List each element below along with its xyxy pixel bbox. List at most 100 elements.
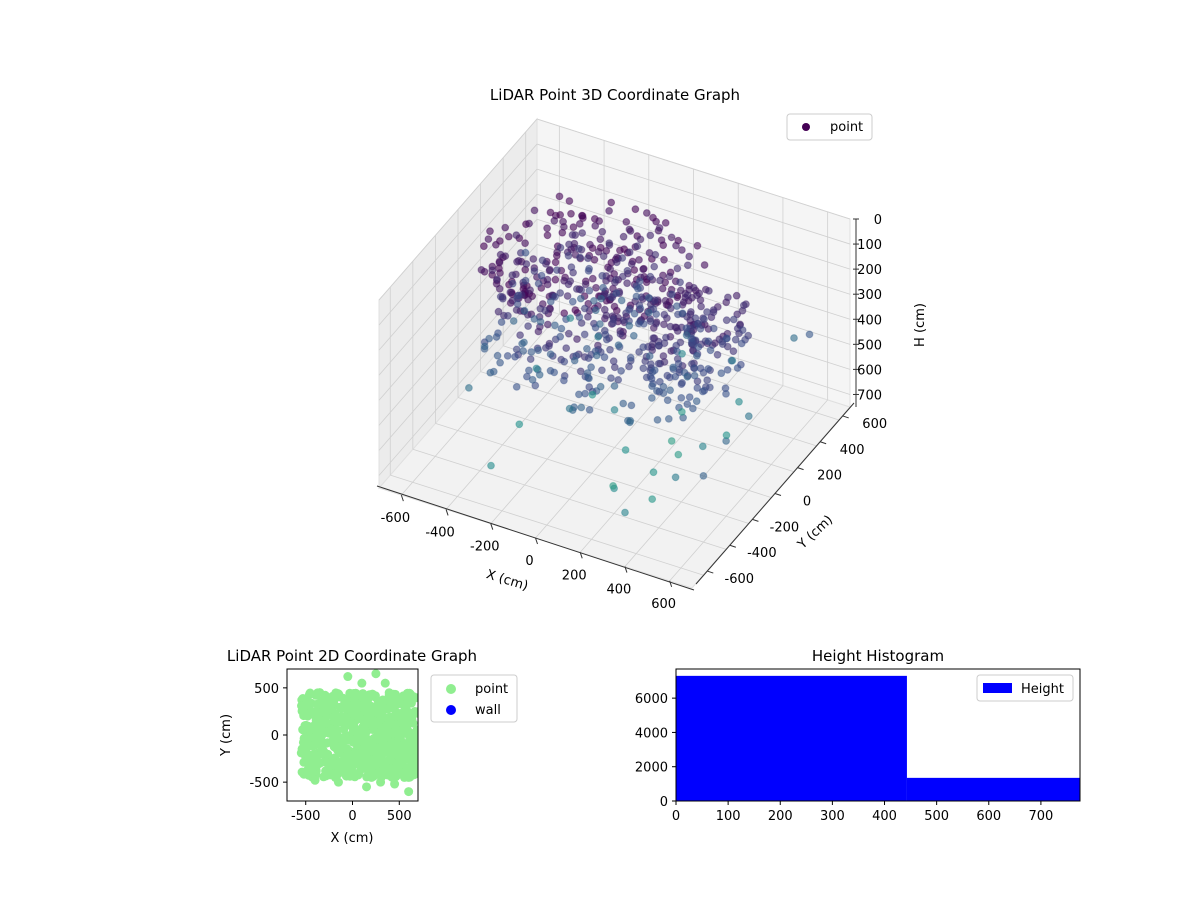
data-point <box>594 332 602 341</box>
data-point <box>321 718 331 728</box>
y-tick <box>842 415 849 419</box>
data-point <box>578 229 587 237</box>
data-point <box>357 678 367 688</box>
data-point <box>567 209 575 218</box>
data-point <box>635 256 643 264</box>
data-point <box>620 245 629 254</box>
data-point <box>713 350 722 359</box>
data-point <box>501 223 510 232</box>
data-point <box>298 725 308 735</box>
x-tick-label: 0 <box>348 809 356 824</box>
x-tick-label: 300 <box>820 809 845 824</box>
h-tick-label: 300 <box>857 288 882 303</box>
data-point <box>560 357 569 366</box>
data-point <box>379 712 389 722</box>
data-point <box>584 254 592 263</box>
data-point <box>619 232 628 241</box>
x-tick-label: 400 <box>607 583 632 598</box>
data-point <box>639 343 648 352</box>
data-point <box>599 283 607 292</box>
data-point <box>594 247 603 256</box>
data-point <box>496 250 505 259</box>
y-tick <box>729 544 737 548</box>
data-point <box>697 302 705 311</box>
data-point <box>666 322 675 331</box>
gridline-h <box>378 143 538 326</box>
data-point <box>330 741 340 751</box>
data-point <box>625 305 633 314</box>
data-point <box>659 352 668 360</box>
data-point <box>377 734 387 744</box>
gridline-y <box>457 397 772 498</box>
data-point <box>560 376 568 385</box>
data-point <box>706 346 715 355</box>
data-point <box>583 344 591 353</box>
data-point <box>723 366 732 374</box>
y-tick-label: 0 <box>660 795 668 810</box>
data-point <box>395 732 405 742</box>
data-point <box>683 372 692 381</box>
data-point <box>526 286 534 295</box>
data-point <box>660 255 668 264</box>
data-point <box>668 290 676 299</box>
data-point <box>698 442 707 451</box>
data-point <box>581 389 589 398</box>
data-point <box>671 372 680 381</box>
data-point <box>529 255 538 263</box>
data-point <box>717 369 726 378</box>
data-point <box>607 198 616 207</box>
data-point <box>576 253 584 262</box>
data-point <box>677 394 686 402</box>
data-point <box>486 227 494 236</box>
data-point <box>511 352 519 361</box>
data-point <box>528 375 537 384</box>
data-point <box>535 370 544 379</box>
data-point <box>729 347 738 356</box>
gridline-h <box>536 168 851 270</box>
data-point <box>465 384 473 392</box>
data-point <box>618 272 627 281</box>
data-point <box>556 211 565 219</box>
data-point <box>387 698 397 708</box>
h-tick-label: 0 <box>874 213 882 228</box>
data-point <box>617 367 625 375</box>
data-point <box>653 416 662 424</box>
y-tick-label: -500 <box>249 776 279 791</box>
data-point <box>521 239 529 248</box>
data-point <box>606 265 615 273</box>
data-point <box>648 394 656 402</box>
data-point <box>504 232 513 241</box>
x-tick <box>445 509 449 516</box>
data-point <box>536 317 545 326</box>
data-point <box>513 257 521 266</box>
gridline-h <box>536 218 851 320</box>
data-point <box>553 266 561 275</box>
data-point <box>605 207 613 215</box>
data-point <box>722 431 731 440</box>
data-point <box>496 269 504 277</box>
data-point <box>671 473 680 482</box>
data-point <box>584 299 593 308</box>
h-tick-label: 200 <box>857 263 882 278</box>
data-point <box>530 267 539 276</box>
data-point <box>299 768 309 778</box>
data-point <box>564 251 573 260</box>
chart-2d-xlabel: X (cm) <box>331 831 374 846</box>
data-point <box>661 296 670 305</box>
data-point <box>493 275 501 284</box>
data-point <box>543 320 552 329</box>
data-point <box>600 353 609 362</box>
data-point <box>631 205 640 214</box>
data-point <box>695 289 704 298</box>
y-tick <box>774 493 782 496</box>
data-point <box>700 261 709 269</box>
gridline-y <box>412 448 726 550</box>
data-point <box>577 403 586 412</box>
data-point <box>646 272 655 281</box>
data-point <box>659 389 668 398</box>
data-point <box>651 250 660 259</box>
data-point <box>399 768 409 778</box>
data-point <box>703 308 711 316</box>
data-point <box>365 715 375 725</box>
data-point <box>341 698 351 707</box>
